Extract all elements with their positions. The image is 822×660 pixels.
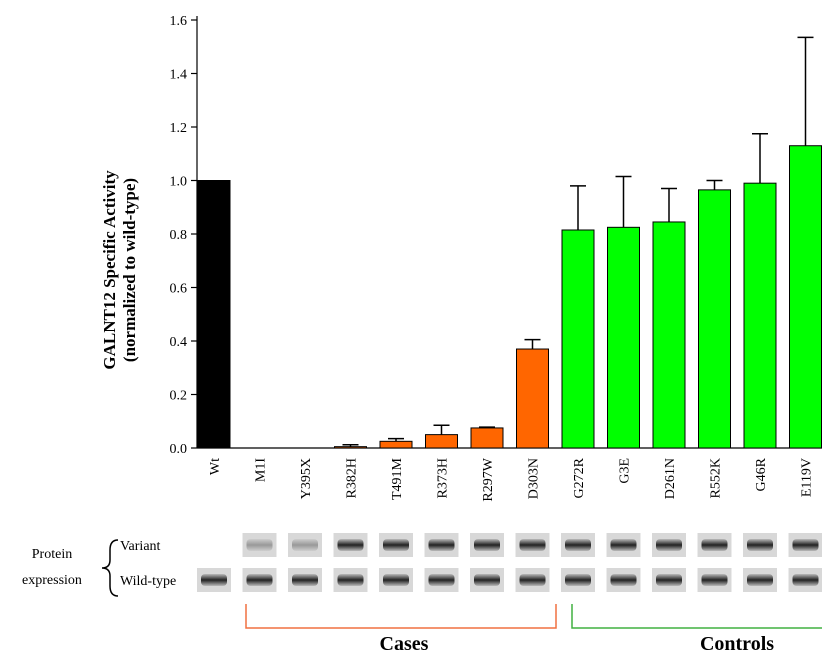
blot-band [793, 539, 819, 551]
bar [653, 222, 685, 448]
y-tick-label: 0.4 [170, 335, 188, 350]
group-label: Controls [700, 633, 774, 655]
blot-band [565, 539, 591, 551]
blot-band [383, 539, 409, 551]
error-bar [570, 186, 586, 230]
x-tick-label: R297W [481, 457, 496, 501]
bar [790, 146, 822, 448]
y-tick-label: 1.0 [170, 175, 188, 190]
controls-bracket [572, 604, 822, 628]
error-bar [752, 134, 768, 183]
x-tick-label: E119V [800, 458, 815, 497]
bar [517, 349, 549, 448]
blot-band [247, 574, 273, 586]
blot-band [474, 539, 500, 551]
y-axis-label: GALNT12 Specific Activity [100, 170, 119, 370]
x-tick-label: Wt [208, 458, 223, 475]
bar [198, 181, 230, 449]
chart: GALNT12 Specific Activity (normalized to… [0, 0, 822, 660]
y-tick-label: 1.2 [170, 121, 188, 136]
bar [744, 183, 776, 448]
blot-band [201, 574, 227, 586]
blot-band [611, 539, 637, 551]
x-tick-label: R552K [709, 458, 724, 498]
x-tick-label: M1I [254, 458, 269, 482]
blot-band [429, 574, 455, 586]
blot-band [656, 574, 682, 586]
x-tick-label: G272R [572, 457, 587, 498]
x-tick-label: R373H [436, 458, 451, 498]
y-axis-label: (normalized to wild-type) [120, 178, 139, 362]
blot-band [520, 574, 546, 586]
y-tick-label: 1.4 [170, 68, 188, 83]
brace [102, 540, 118, 596]
blot-band [429, 539, 455, 551]
blot-band [747, 539, 773, 551]
group-label: Cases [380, 633, 429, 655]
blot-band [474, 574, 500, 586]
blot-band [565, 574, 591, 586]
bar [471, 428, 503, 448]
blot-row-label: Wild-type [120, 574, 176, 589]
error-bar [434, 425, 450, 434]
blot-band [247, 539, 273, 551]
bar [608, 227, 640, 448]
cases-bracket [246, 604, 556, 628]
blot-band [793, 574, 819, 586]
blot-band [747, 574, 773, 586]
blot-band [520, 539, 546, 551]
blot-band [292, 574, 318, 586]
bar [426, 435, 458, 448]
bar [699, 190, 731, 448]
bar [335, 447, 367, 448]
blot-title: Protein [32, 547, 72, 562]
error-bar [661, 189, 677, 222]
error-bar [798, 37, 814, 145]
error-bar [479, 427, 495, 428]
blot-title: expression [22, 573, 82, 588]
x-tick-label: D303N [527, 458, 542, 499]
error-bar [616, 176, 632, 227]
blot-row-label: Variant [120, 539, 161, 554]
y-tick-label: 0.8 [170, 228, 188, 243]
bar [562, 230, 594, 448]
error-bar [525, 340, 541, 349]
blot-band [611, 574, 637, 586]
blot-band [292, 539, 318, 551]
x-tick-label: D261N [663, 458, 678, 499]
x-tick-label: T491M [390, 457, 405, 500]
error-bar [707, 181, 723, 190]
blot-band [656, 539, 682, 551]
blot-band [338, 539, 364, 551]
blot-band [702, 539, 728, 551]
blot-band [702, 574, 728, 586]
x-tick-label: Y395X [299, 458, 314, 499]
x-tick-label: G3E [618, 458, 633, 484]
y-tick-label: 0.6 [170, 282, 188, 297]
x-tick-label: R382H [345, 458, 360, 498]
bar [380, 441, 412, 448]
x-tick-label: G46R [754, 457, 769, 491]
blot-band [383, 574, 409, 586]
blot-band [338, 574, 364, 586]
y-tick-label: 0.2 [170, 389, 188, 404]
y-tick-label: 1.6 [170, 14, 188, 29]
y-tick-label: 0.0 [170, 442, 188, 457]
